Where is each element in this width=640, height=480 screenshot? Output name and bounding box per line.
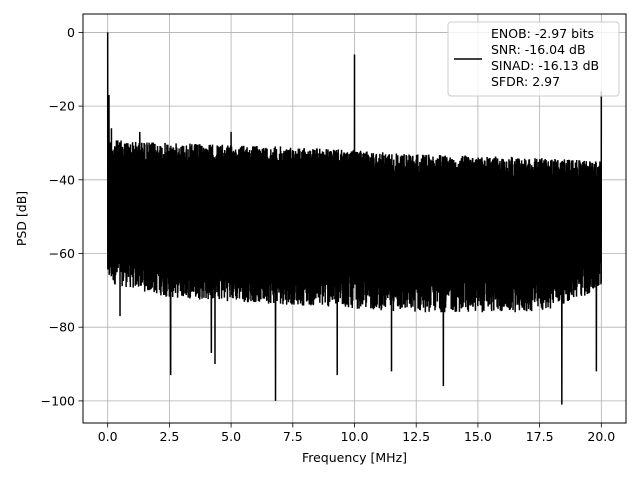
x-axis-label: Frequency [MHz] — [302, 450, 407, 465]
legend-entry-sinad: SINAD: -16.13 dB — [491, 58, 599, 73]
y-axis-label: PSD [dB] — [14, 191, 29, 246]
x-tick-label: 7.5 — [283, 429, 303, 444]
x-tick-label: 0.0 — [98, 429, 118, 444]
plot-series-group — [106, 32, 603, 405]
y-tick-label: −100 — [41, 393, 75, 408]
legend-box — [447, 21, 620, 97]
x-tick-label: 5.0 — [221, 429, 241, 444]
legend-entry-snr: SNR: -16.04 dB — [491, 42, 586, 57]
legend-entry-enob: ENOB: -2.97 bits — [491, 26, 594, 41]
y-tick-label: −40 — [49, 172, 75, 187]
x-tick-label: 10.0 — [341, 429, 369, 444]
x-tick-label: 20.0 — [587, 429, 615, 444]
psd-series-line — [106, 32, 603, 405]
y-axis-ticks: 0 −20 −40 −60 −80 −100 — [41, 25, 83, 408]
x-tick-label: 12.5 — [402, 429, 430, 444]
y-tick-label: 0 — [67, 25, 75, 40]
x-tick-label: 15.0 — [464, 429, 492, 444]
x-axis-ticks: 0.0 2.5 5.0 7.5 10.0 12.5 15.0 17.5 20.0 — [98, 423, 615, 444]
y-tick-label: −60 — [49, 246, 75, 261]
y-tick-label: −20 — [49, 99, 75, 114]
legend-entry-sfdr: SFDR: 2.97 — [491, 74, 560, 89]
legend: ENOB: -2.97 bits SNR: -16.04 dB SINAD: -… — [447, 21, 620, 97]
x-tick-label: 2.5 — [159, 429, 179, 444]
y-tick-label: −80 — [49, 320, 75, 335]
x-tick-label: 17.5 — [526, 429, 554, 444]
